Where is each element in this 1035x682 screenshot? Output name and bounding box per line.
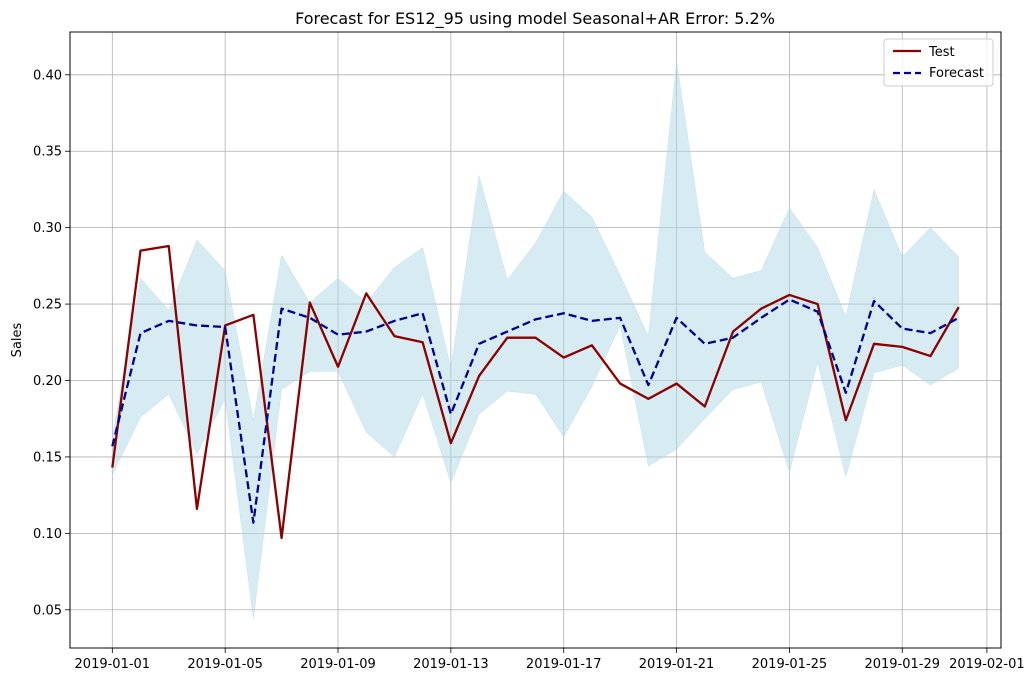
interval-band-layer: [112, 61, 959, 619]
x-tick-label: 2019-01-13: [413, 657, 489, 672]
y-tick-label: 0.30: [33, 221, 62, 236]
series-layer: [111, 244, 960, 540]
y-tick-label: 0.25: [33, 298, 62, 313]
tick-layer: 2019-01-01 2019-01-05 2019-01-09 2019-01-13…: [33, 68, 1025, 672]
y-tick-label: 0.05: [33, 603, 62, 618]
legend: Test Forecast: [883, 38, 994, 87]
x-tick-label: 2019-01-25: [752, 657, 828, 672]
y-tick-label: 0.10: [33, 527, 62, 542]
plot-frame: [69, 31, 1002, 649]
y-tick-label: 0.20: [33, 374, 62, 389]
y-tick-label: 0.35: [33, 145, 62, 160]
y-tick-label: 0.15: [33, 450, 62, 465]
chart-title: Forecast for ES12_95 using model Seasona…: [295, 9, 775, 29]
x-tick-label: 2019-01-01: [75, 657, 151, 672]
x-tick-label: 2019-01-17: [526, 657, 602, 672]
y-axis-label: Sales: [10, 322, 25, 357]
x-tick-label: 2019-01-29: [864, 657, 940, 672]
legend-test-label: Test: [928, 45, 955, 60]
legend-forecast-label: Forecast: [929, 66, 984, 81]
series-line-test: [111, 244, 960, 540]
x-tick-label: 2019-01-05: [187, 657, 263, 672]
x-tick-label: 2019-01-09: [300, 657, 376, 672]
x-tick-label: 2019-02-01: [949, 657, 1025, 672]
y-tick-label: 0.40: [33, 68, 62, 83]
series-line-forecast: [111, 298, 960, 524]
x-tick-label: 2019-01-21: [639, 657, 715, 672]
forecast-interval-band: [112, 61, 959, 619]
